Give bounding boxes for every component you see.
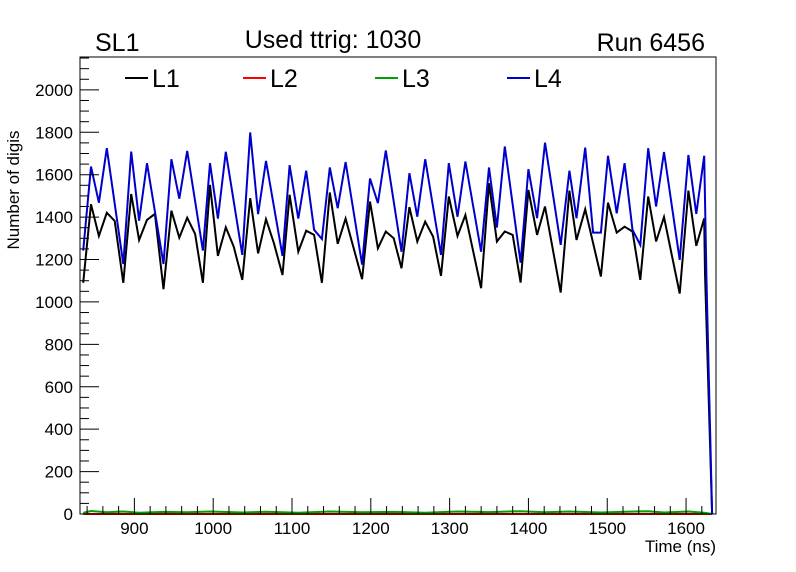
y-tick-label: 400 [45, 420, 73, 439]
y-tick-label: 1800 [35, 123, 73, 142]
series-l4-line [82, 132, 714, 515]
y-tick-label: 800 [45, 335, 73, 354]
series-l3-line [82, 509, 713, 515]
plot-area [82, 132, 714, 515]
x-axis-title: Time (ns) [645, 537, 716, 556]
x-tick-label: 1000 [194, 519, 232, 538]
y-tick-label: 1600 [35, 166, 73, 185]
x-tick-label: 1400 [510, 519, 548, 538]
plot-frame [79, 56, 717, 515]
series-l1-line [82, 183, 714, 515]
y-axis: 0 200 400 600 800 1000 1200 1400 1600 1800 2000 [35, 57, 99, 524]
x-axis: 900 1000 1100 1200 1300 1400 1500 1600 [86, 498, 705, 538]
legend-label-l1: L1 [152, 65, 180, 93]
y-axis-title: Number of digis [4, 130, 23, 249]
legend-label-l2: L2 [270, 65, 298, 93]
legend-label-l4: L4 [534, 65, 562, 93]
legend-label-l3: L3 [402, 65, 430, 93]
title-left: SL1 [95, 29, 139, 57]
legend: L1 L2 L3 L4 [125, 65, 562, 93]
chart-title: Used ttrig: 1030 [245, 26, 422, 54]
x-tick-label: 1300 [431, 519, 469, 538]
y-tick-label: 600 [45, 378, 73, 397]
x-tick-label: 900 [120, 519, 148, 538]
x-tick-label: 1100 [274, 519, 311, 538]
x-tick-label: 1200 [352, 519, 390, 538]
y-tick-label: 1400 [35, 208, 73, 227]
y-tick-label: 200 [45, 463, 73, 482]
x-tick-label: 1500 [588, 519, 626, 538]
title-right: Run 6456 [597, 29, 705, 57]
y-tick-label: 2000 [35, 81, 73, 100]
y-tick-label: 1000 [35, 293, 73, 312]
x-tick-label: 1600 [667, 519, 705, 538]
y-tick-label: 1200 [35, 251, 73, 270]
y-tick-label: 0 [64, 505, 73, 524]
